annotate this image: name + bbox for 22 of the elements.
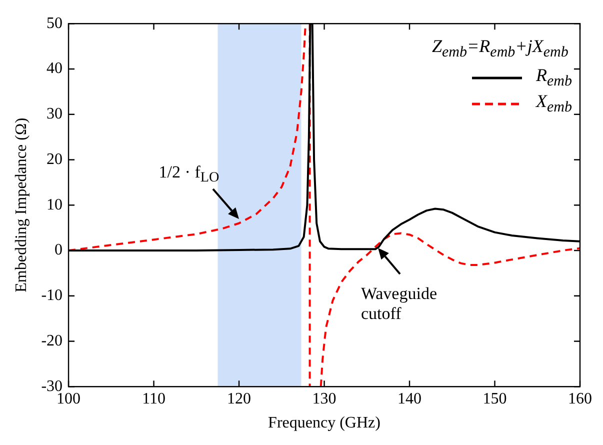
- y-tick-label: -20: [41, 332, 63, 350]
- x-tick-label: 100: [56, 390, 81, 408]
- x-tick-label: 140: [398, 390, 422, 408]
- y-tick-label: 0: [54, 242, 63, 259]
- y-tick-label: 20: [46, 150, 63, 168]
- y-tick-label: 10: [46, 196, 63, 214]
- y-axis-title: Embedding Impedance (Ω): [12, 118, 30, 292]
- x-tick-label: 160: [568, 390, 592, 408]
- legend-label: X$_{emb}$: [536, 91, 572, 117]
- x-tick-label: 130: [312, 390, 336, 408]
- x-tick-label: 150: [482, 390, 507, 408]
- x-tick-label: 110: [142, 390, 166, 408]
- legend-title: Z$_{emb}$=R$_{emb}$+jX$_{emb}$: [432, 36, 570, 62]
- x-tick-label: 120: [227, 390, 252, 408]
- y-tick-label: 50: [46, 14, 63, 32]
- annotation: Waveguide cutoff: [360, 284, 438, 324]
- y-tick-label: 40: [46, 60, 63, 78]
- legend-label: R$_{emb}$: [536, 65, 572, 91]
- x-axis-title: Frequency (GHz): [268, 414, 380, 432]
- annotation: 1/2 · f$_{LO}$: [158, 162, 220, 188]
- y-tick-label: 30: [46, 106, 63, 123]
- y-tick-label: -10: [41, 287, 63, 304]
